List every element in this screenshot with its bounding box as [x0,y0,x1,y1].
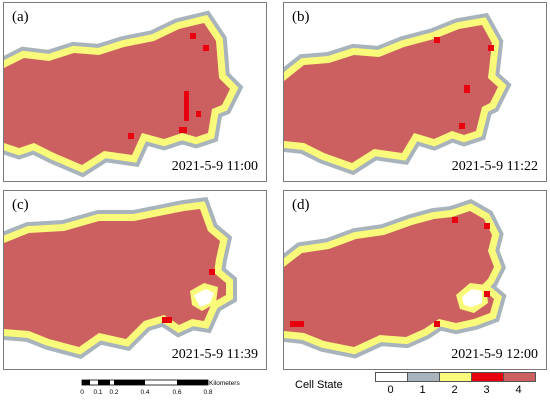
burned-area-map-a [4,10,244,178]
legend-label: 0 [387,384,394,396]
legend-swatch [375,372,408,382]
legend-label: 4 [515,384,522,396]
scale-bar-graphic [81,379,209,386]
scale-tick: 0.6 [172,389,182,396]
panel-label: (c) [12,197,29,213]
timestamp-label: 2021-5-9 11:39 [169,346,260,363]
burned-area-map-b [284,12,512,176]
timestamp-label: 2021-5-9 12:00 [449,346,540,363]
legend-label: 2 [451,384,458,396]
scale-bar: 0 0.1 0.2 0.4 0.6 0.8 Kilometers [78,379,268,403]
panel-label: (d) [292,197,310,213]
scale-tick: 0.1 [93,389,103,396]
burned-area-map-c [4,196,237,359]
panel-label: (a) [12,9,29,25]
map-panel-c: (c) 2021-5-9 11:39 [3,190,267,370]
legend-swatch [439,372,472,382]
legend-swatch [471,372,504,382]
scale-tick: 0.2 [109,389,119,396]
scale-tick: 0.8 [203,389,213,396]
legend-title: Cell State [295,379,343,391]
timestamp-label: 2021-5-9 11:22 [449,158,540,175]
legend-label: 1 [419,384,426,396]
scale-tick: 0 [80,389,84,396]
burned-area-map-d [284,199,507,359]
scale-tick: 0.4 [140,389,150,396]
map-panel-a: (a) 2021-5-9 11:00 [3,2,267,182]
timestamp-label: 2021-5-9 11:00 [169,158,260,175]
scale-unit: Kilometers [209,380,240,387]
legend-swatch [407,372,440,382]
legend-swatch [503,372,536,382]
map-panel-b: (b) 2021-5-9 11:22 [283,2,547,182]
panel-label: (b) [292,9,310,25]
legend-label: 3 [483,384,490,396]
map-panel-d: (d) 2021-5-9 12:00 [283,190,547,370]
cell-state-legend: Cell State 0 1 2 3 4 [295,371,547,401]
